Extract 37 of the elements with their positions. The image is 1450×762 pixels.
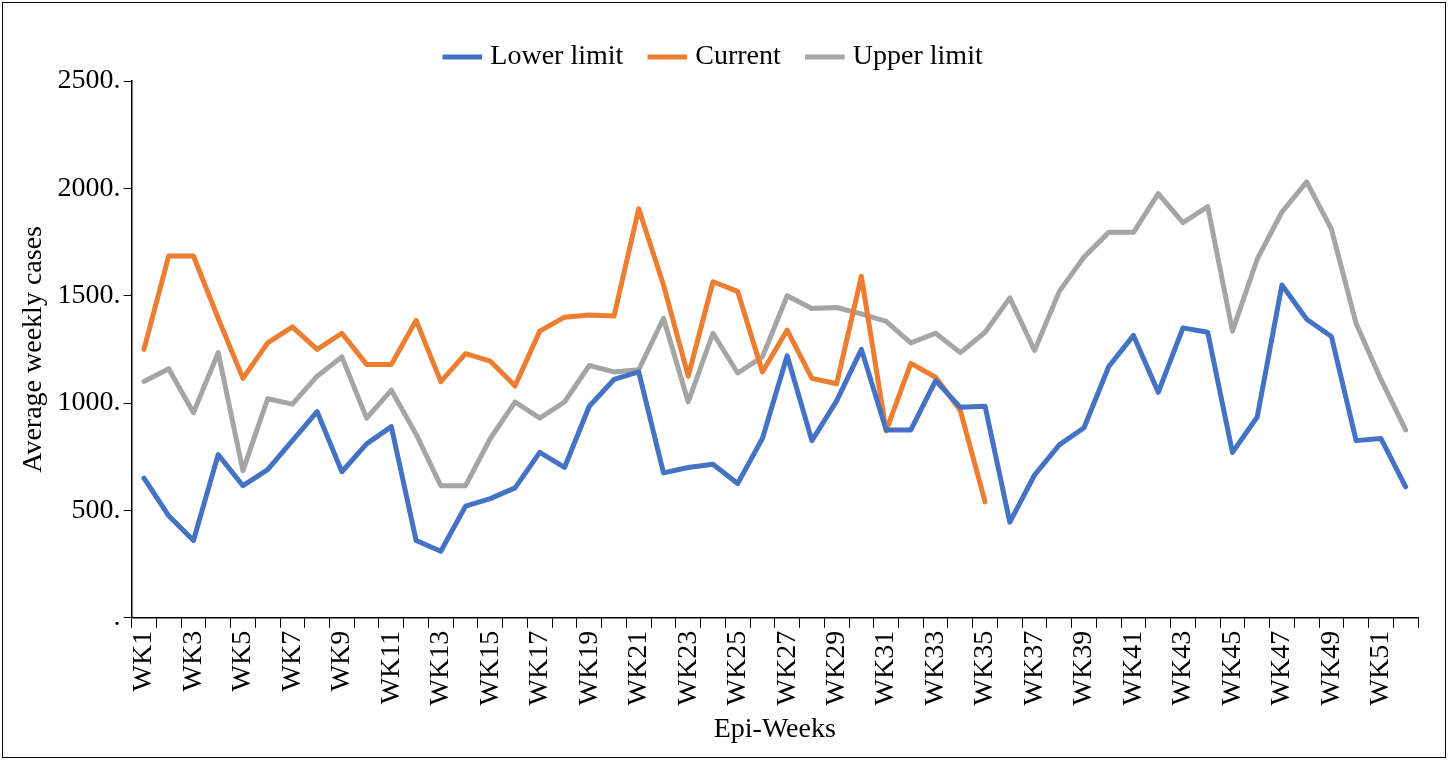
- x-tick-label: WK43: [1165, 630, 1197, 706]
- x-tick-label: WK37: [1016, 630, 1048, 706]
- x-tick-label: WK29: [819, 630, 851, 706]
- x-tick-label: WK5: [225, 630, 257, 692]
- legend-label: Current: [695, 39, 782, 71]
- y-tick-label: 1500.: [57, 278, 121, 310]
- x-tick-label: WK33: [917, 630, 949, 706]
- x-tick-label: WK9: [324, 630, 356, 692]
- legend-label: Upper limit: [852, 39, 983, 71]
- y-tick-label: 500.: [71, 492, 121, 524]
- x-tick-label: WK49: [1313, 630, 1345, 706]
- x-tick-label: WK21: [621, 630, 653, 706]
- x-tick-label: WK41: [1115, 630, 1147, 706]
- legend-label: Lower limit: [490, 39, 624, 71]
- y-tick-label: 2500.: [57, 63, 121, 95]
- y-tick-label: 2000.: [57, 170, 121, 202]
- x-tick-label: WK11: [373, 630, 405, 705]
- x-tick-label: WK39: [1066, 630, 1098, 706]
- x-tick-label: WK45: [1214, 630, 1246, 706]
- x-tick-label: WK13: [423, 630, 455, 706]
- x-tick-label: WK23: [670, 630, 702, 706]
- x-tick-label: WK51: [1363, 630, 1395, 706]
- x-tick-label: WK27: [769, 630, 801, 706]
- x-tick-label: WK47: [1264, 630, 1296, 706]
- x-tick-label: WK35: [967, 630, 999, 706]
- y-tick-label: .: [113, 600, 121, 632]
- x-axis-title: Epi-Weeks: [713, 711, 836, 743]
- x-tick-label: WK1: [126, 630, 158, 692]
- x-tick-label: WK25: [720, 630, 752, 706]
- x-tick-label: WK31: [868, 630, 900, 706]
- y-tick-label: 1000.: [57, 385, 121, 417]
- x-tick-label: WK19: [571, 630, 603, 706]
- x-tick-label: WK7: [274, 630, 306, 692]
- x-tick-label: WK17: [522, 630, 554, 706]
- x-tick-label: WK3: [175, 630, 207, 692]
- y-axis-title: Average weekly cases: [16, 226, 48, 473]
- x-tick-label: WK15: [472, 630, 504, 706]
